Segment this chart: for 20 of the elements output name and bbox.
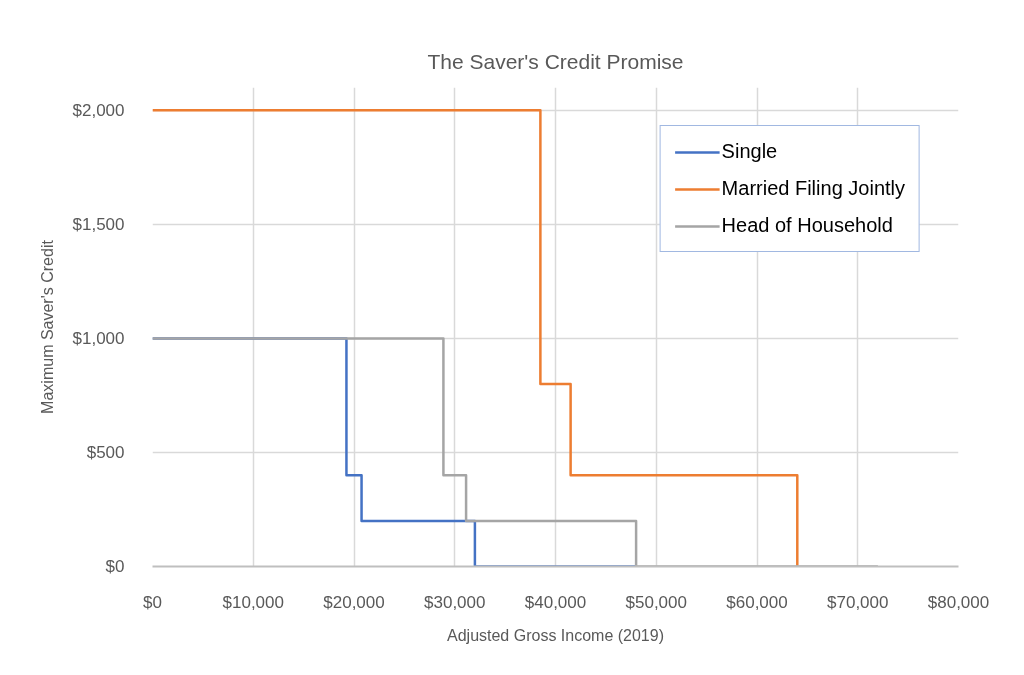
x-tick-label: $10,000 (222, 592, 284, 612)
y-tick-label: $0 (105, 557, 125, 576)
y-tick-label: $500 (86, 442, 125, 462)
x-tick-label: $0 (143, 592, 162, 612)
y-tick-label: $1,000 (72, 328, 125, 348)
legend-label: Single (721, 140, 778, 163)
x-tick-label: $70,000 (827, 592, 889, 612)
x-tick-label: $40,000 (524, 592, 587, 612)
x-tick-label: $50,000 (625, 592, 687, 612)
y-axis-title: Maximum Saver's Credit (38, 239, 56, 414)
y-tick-label: $1,500 (72, 214, 125, 234)
x-axis-title: Adjusted Gross Income (2019) (447, 626, 664, 644)
x-tick-label: $60,000 (726, 592, 788, 612)
y-tick-label: $2,000 (72, 100, 125, 120)
chart-title: The Saver's Credit Promise (427, 49, 684, 73)
x-tick-label: $30,000 (424, 592, 486, 612)
legend-label: Head of Household (721, 214, 893, 237)
x-tick-label: $20,000 (323, 592, 385, 612)
legend-label: Married Filing Jointly (721, 177, 905, 200)
x-tick-label: $80,000 (927, 592, 990, 612)
